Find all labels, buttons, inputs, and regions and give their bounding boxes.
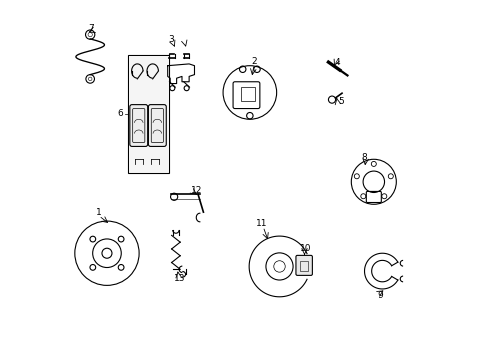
Text: 12: 12 <box>190 185 202 194</box>
Text: 10: 10 <box>300 244 311 253</box>
FancyBboxPatch shape <box>129 56 168 172</box>
FancyBboxPatch shape <box>130 105 147 147</box>
Text: 11: 11 <box>255 219 267 228</box>
Circle shape <box>354 174 359 179</box>
Text: 13: 13 <box>173 274 185 283</box>
Circle shape <box>102 248 112 258</box>
Circle shape <box>360 194 365 199</box>
Circle shape <box>273 261 285 272</box>
Text: 2: 2 <box>251 57 256 66</box>
Circle shape <box>387 174 392 179</box>
FancyBboxPatch shape <box>148 105 166 147</box>
Text: 5: 5 <box>337 97 343 106</box>
Circle shape <box>370 161 376 166</box>
Circle shape <box>381 194 386 199</box>
Text: 4: 4 <box>334 58 340 67</box>
Text: 3: 3 <box>168 35 174 44</box>
Text: 8: 8 <box>361 153 366 162</box>
Text: 7: 7 <box>88 24 94 33</box>
Text: 1: 1 <box>96 208 102 217</box>
Text: 9: 9 <box>377 291 382 300</box>
FancyBboxPatch shape <box>295 255 312 275</box>
Text: 6: 6 <box>118 109 123 118</box>
